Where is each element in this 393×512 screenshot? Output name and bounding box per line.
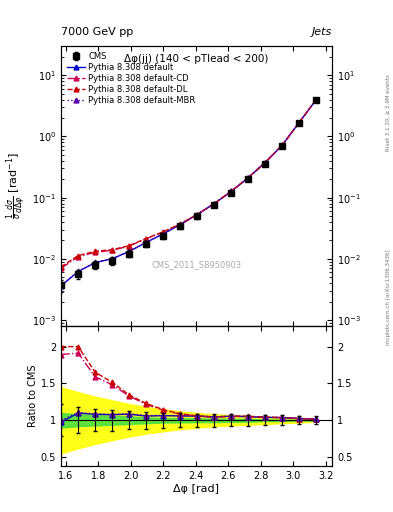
Pythia 8.308 default-CD <box>314 97 318 103</box>
Pythia 8.308 default-CD <box>93 249 97 255</box>
Pythia 8.308 default-CD <box>195 211 199 218</box>
Pythia 8.308 default-CD <box>110 247 114 253</box>
Pythia 8.308 default-DL <box>127 243 132 249</box>
Pythia 8.308 default <box>229 188 233 195</box>
Pythia 8.308 default <box>297 119 301 125</box>
Pythia 8.308 default-CD <box>59 265 63 271</box>
Text: Jets: Jets <box>312 27 332 37</box>
Pythia 8.308 default-DL <box>76 252 81 259</box>
Pythia 8.308 default-MBR <box>195 211 199 218</box>
X-axis label: Δφ [rad]: Δφ [rad] <box>173 483 220 494</box>
Text: 7000 GeV pp: 7000 GeV pp <box>61 27 133 37</box>
Pythia 8.308 default-CD <box>144 236 149 242</box>
Pythia 8.308 default <box>144 240 149 246</box>
Pythia 8.308 default-MBR <box>110 255 114 262</box>
Pythia 8.308 default <box>110 256 114 262</box>
Pythia 8.308 default-DL <box>110 247 114 253</box>
Pythia 8.308 default-MBR <box>314 97 318 103</box>
Line: Pythia 8.308 default-CD: Pythia 8.308 default-CD <box>59 97 318 271</box>
Y-axis label: $\frac{1}{\sigma}\frac{d\sigma}{d\Delta\varphi}$ [rad$^{-1}$]: $\frac{1}{\sigma}\frac{d\sigma}{d\Delta\… <box>5 153 29 220</box>
Text: Rivet 3.1.10, ≥ 2.9M events: Rivet 3.1.10, ≥ 2.9M events <box>386 74 391 151</box>
Pythia 8.308 default-DL <box>178 221 182 227</box>
Pythia 8.308 default <box>161 231 165 237</box>
Pythia 8.308 default <box>178 222 182 228</box>
Text: CMS_2011_S8950903: CMS_2011_S8950903 <box>151 260 242 269</box>
Pythia 8.308 default <box>280 142 285 148</box>
Pythia 8.308 default-MBR <box>297 119 301 125</box>
Pythia 8.308 default <box>76 268 81 274</box>
Pythia 8.308 default-MBR <box>161 231 165 237</box>
Pythia 8.308 default-MBR <box>229 188 233 195</box>
Pythia 8.308 default <box>93 260 97 266</box>
Pythia 8.308 default-DL <box>212 201 217 207</box>
Pythia 8.308 default-MBR <box>246 175 250 181</box>
Pythia 8.308 default-DL <box>246 175 250 181</box>
Pythia 8.308 default-DL <box>59 264 63 270</box>
Pythia 8.308 default-CD <box>76 254 81 260</box>
Pythia 8.308 default-DL <box>144 236 149 242</box>
Pythia 8.308 default-CD <box>212 201 217 207</box>
Pythia 8.308 default-MBR <box>76 268 81 274</box>
Pythia 8.308 default-DL <box>297 119 301 125</box>
Pythia 8.308 default-DL <box>263 159 267 165</box>
Pythia 8.308 default <box>314 97 318 103</box>
Pythia 8.308 default-MBR <box>178 222 182 228</box>
Pythia 8.308 default-DL <box>229 188 233 195</box>
Pythia 8.308 default-MBR <box>280 142 285 148</box>
Y-axis label: Ratio to CMS: Ratio to CMS <box>28 365 38 427</box>
Pythia 8.308 default-CD <box>178 221 182 227</box>
Pythia 8.308 default-DL <box>280 142 285 148</box>
Pythia 8.308 default-MBR <box>59 282 63 288</box>
Pythia 8.308 default <box>212 201 217 207</box>
Text: mcplots.cern.ch [arXiv:1306.3436]: mcplots.cern.ch [arXiv:1306.3436] <box>386 249 391 345</box>
Pythia 8.308 default-CD <box>297 119 301 125</box>
Pythia 8.308 default-DL <box>161 229 165 235</box>
Line: Pythia 8.308 default: Pythia 8.308 default <box>59 97 318 288</box>
Pythia 8.308 default-MBR <box>144 239 149 245</box>
Pythia 8.308 default <box>263 160 267 166</box>
Pythia 8.308 default-MBR <box>93 260 97 266</box>
Legend: CMS, Pythia 8.308 default, Pythia 8.308 default-CD, Pythia 8.308 default-DL, Pyt: CMS, Pythia 8.308 default, Pythia 8.308 … <box>63 49 199 109</box>
Pythia 8.308 default-CD <box>127 243 132 249</box>
Pythia 8.308 default <box>59 283 63 289</box>
Pythia 8.308 default-DL <box>93 248 97 254</box>
Pythia 8.308 default-CD <box>263 160 267 166</box>
Line: Pythia 8.308 default-DL: Pythia 8.308 default-DL <box>59 97 318 269</box>
Text: Δφ(jj) (140 < pTlead < 200): Δφ(jj) (140 < pTlead < 200) <box>124 54 269 65</box>
Line: Pythia 8.308 default-MBR: Pythia 8.308 default-MBR <box>59 97 318 288</box>
Pythia 8.308 default-DL <box>195 211 199 218</box>
Pythia 8.308 default-DL <box>314 97 318 103</box>
Pythia 8.308 default-MBR <box>212 201 217 207</box>
Pythia 8.308 default-MBR <box>127 248 132 254</box>
Pythia 8.308 default-CD <box>246 175 250 181</box>
Pythia 8.308 default <box>195 211 199 218</box>
Pythia 8.308 default <box>246 175 250 181</box>
Pythia 8.308 default <box>127 248 132 254</box>
Pythia 8.308 default-CD <box>229 188 233 195</box>
Pythia 8.308 default-CD <box>280 142 285 148</box>
Pythia 8.308 default-MBR <box>263 160 267 166</box>
Pythia 8.308 default-CD <box>161 229 165 235</box>
